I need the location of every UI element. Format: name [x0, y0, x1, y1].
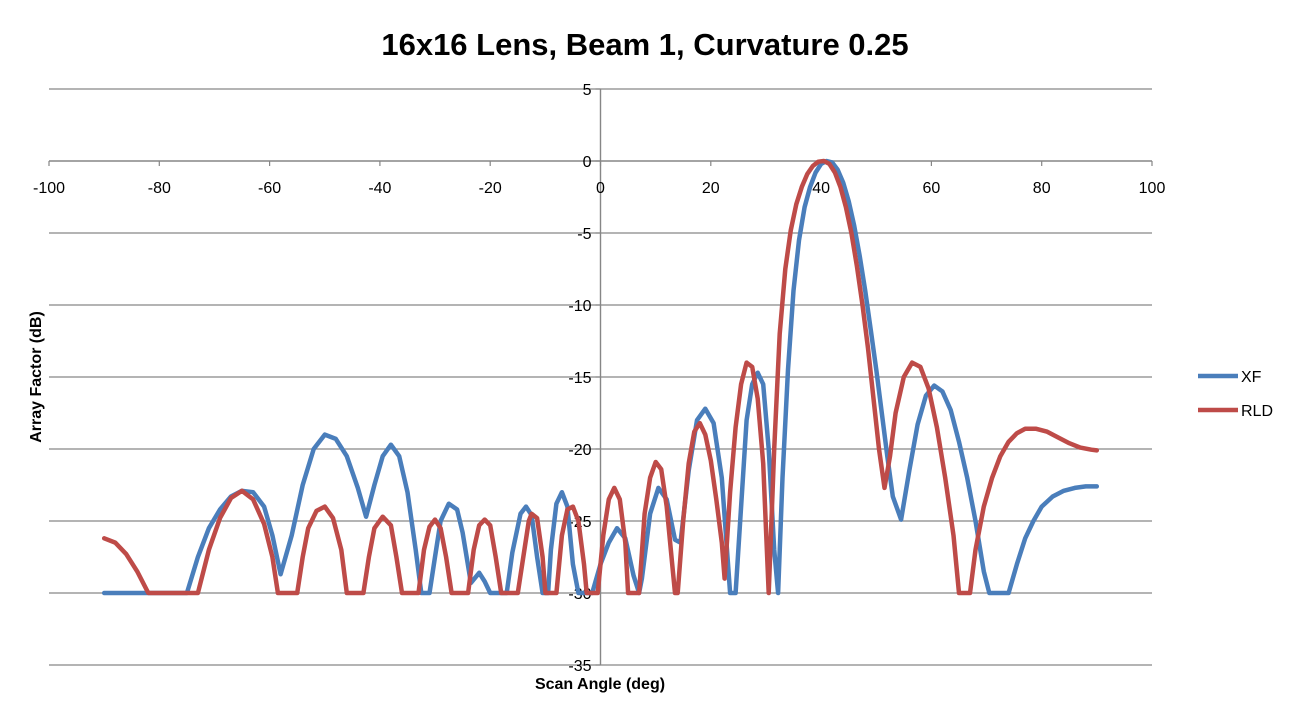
series-line-rld: [101, 158, 1100, 596]
legend-label-rld: RLD: [1241, 403, 1273, 420]
x-tick-label: 100: [1139, 180, 1166, 197]
x-tick-label: -100: [33, 180, 65, 197]
x-axis-title: Scan Angle (deg): [535, 676, 665, 693]
y-tick-label: -35: [568, 658, 591, 675]
y-axis-title: Array Factor (dB): [28, 311, 45, 443]
chart-title: 16x16 Lens, Beam 1, Curvature 0.25: [381, 27, 908, 62]
tick-labels: -100 -80 -60 -40 -20 0 20 40 60 80 100 5 0 -5 -10 -15 -2…: [33, 82, 1165, 675]
x-tick-label: -80: [148, 180, 171, 197]
x-tick-label: 80: [1033, 180, 1051, 197]
y-tick-label: 0: [583, 154, 592, 171]
y-tick-label: -10: [568, 298, 591, 315]
x-tick-label: 20: [702, 180, 720, 197]
x-tick-label: 40: [812, 180, 830, 197]
series-lines: [101, 158, 1100, 596]
legend: XF RLD: [1198, 369, 1273, 420]
x-tick-label: 60: [923, 180, 941, 197]
legend-label-xf: XF: [1241, 369, 1262, 386]
x-tick-label: -60: [258, 180, 281, 197]
x-tick-label: -20: [479, 180, 502, 197]
y-tick-label: -15: [568, 370, 591, 387]
y-tick-label: 5: [583, 82, 592, 99]
x-tick-label: -40: [368, 180, 391, 197]
x-tick-label: 0: [596, 180, 605, 197]
y-tick-label: -5: [577, 226, 591, 243]
y-tick-label: -20: [568, 442, 591, 459]
